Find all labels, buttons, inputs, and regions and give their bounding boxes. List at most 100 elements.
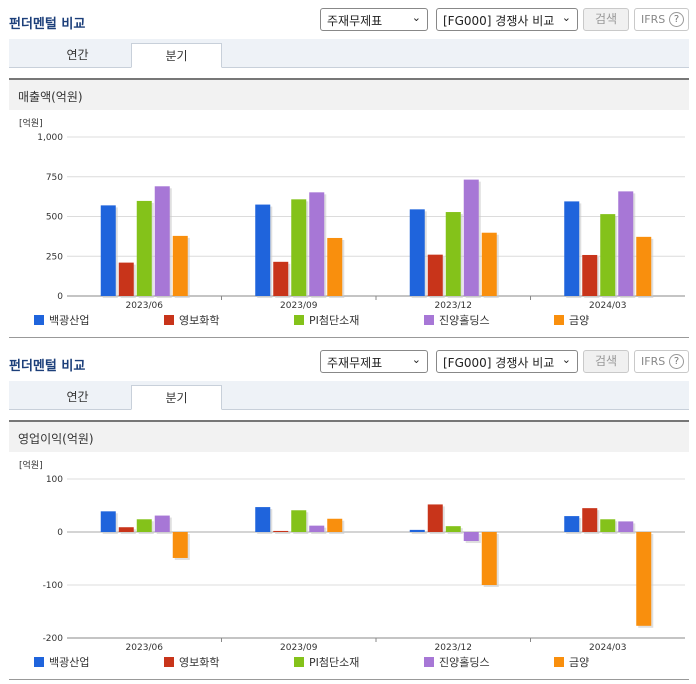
bar [409, 529, 425, 532]
x-tick-label: 2024/03 [589, 643, 626, 653]
legend-swatch [424, 657, 434, 667]
y-tick-label: 100 [46, 475, 63, 485]
legend-swatch [294, 657, 304, 667]
y-tick-label: -200 [43, 634, 64, 644]
tab-quarterly[interactable]: 분기 [131, 385, 222, 410]
ifrs-label: IFRS [641, 355, 666, 368]
bar [618, 191, 634, 296]
x-tick-label: 2023/06 [126, 301, 164, 311]
legend-label: 금양 [569, 314, 589, 327]
bar [427, 504, 443, 532]
y-tick-label: 500 [46, 213, 63, 223]
sales-comparison-panel: 펀더멘털 비교 주재무제표 ⌄ [FG000] 경쟁사 비교 ⌄ 검색 IFRS… [0, 0, 696, 338]
bar [463, 532, 479, 542]
y-tick-label: 0 [57, 292, 63, 302]
legend-label: 금양 [569, 656, 589, 669]
bar [291, 510, 307, 532]
legend-label: 영보화학 [179, 656, 219, 669]
period-tabs: 연간 분기 [9, 381, 689, 410]
period-tabs: 연간 분기 [9, 39, 689, 68]
panel-header: 펀더멘털 비교 주재무제표 ⌄ [FG000] 경쟁사 비교 ⌄ 검색 IFRS… [0, 0, 696, 40]
search-button[interactable]: 검색 [583, 8, 629, 31]
legend-swatch [34, 315, 44, 325]
bar [463, 179, 479, 296]
peer-group-select[interactable]: [FG000] 경쟁사 비교 ⌄ [436, 350, 578, 373]
tab-annual[interactable]: 연간 [66, 48, 89, 62]
sales-chart-svg: [억원] 1,000 750 500 250 0 2023/06 2023/09 2023/12… [19, 117, 685, 327]
bar [327, 237, 343, 296]
statement-type-select[interactable]: 주재무제표 ⌄ [320, 350, 428, 373]
bar [100, 511, 116, 532]
legend-label: 진양홀딩스 [439, 314, 490, 327]
statement-type-value: 주재무제표 [327, 14, 383, 28]
y-tick-label: 1,000 [37, 133, 63, 143]
metric-header: 영업이익(억원) [9, 420, 689, 452]
legend-swatch [554, 315, 564, 325]
legend-label: PI첨단소재 [309, 656, 359, 669]
peer-group-value: [FG000] 경쟁사 비교 [443, 14, 555, 28]
peer-group-select[interactable]: [FG000] 경쟁사 비교 ⌄ [436, 8, 578, 31]
bar [309, 525, 325, 532]
legend-label: 백광산업 [49, 314, 89, 327]
sales-chart: [억원] 1,000 750 500 250 0 2023/06 2023/09 2023/12… [9, 110, 689, 338]
legend-swatch [164, 657, 174, 667]
bar [136, 200, 152, 296]
bar-shadow [275, 532, 291, 534]
question-icon: ? [669, 12, 684, 27]
legend-label: 영보화학 [179, 314, 219, 327]
bar [291, 199, 307, 296]
chevron-down-icon: ⌄ [561, 353, 571, 366]
panel-title: 펀더멘털 비교 [9, 359, 86, 374]
bar [118, 262, 134, 296]
bar [100, 205, 116, 296]
x-tick-label: 2023/09 [280, 301, 318, 311]
ifrs-help-button[interactable]: IFRS ? [634, 350, 689, 373]
search-button[interactable]: 검색 [583, 350, 629, 373]
bar [154, 515, 170, 532]
tab-annual[interactable]: 연간 [66, 390, 89, 404]
bar [118, 527, 134, 532]
legend-swatch [34, 657, 44, 667]
divider [9, 679, 689, 680]
bar [409, 209, 425, 296]
bar [309, 192, 325, 296]
tab-quarterly[interactable]: 분기 [131, 43, 222, 68]
bar-shadow [411, 531, 427, 534]
operating-profit-panel: 펀더멘털 비교 주재무제표 ⌄ [FG000] 경쟁사 비교 ⌄ 검색 IFRS… [0, 342, 696, 684]
bar [582, 508, 598, 532]
x-tick-label: 2023/06 [126, 643, 164, 653]
bar [255, 507, 271, 532]
statement-type-select[interactable]: 주재무제표 ⌄ [320, 8, 428, 31]
bar [600, 519, 616, 532]
ifrs-help-button[interactable]: IFRS ? [634, 8, 689, 31]
bar [564, 516, 580, 532]
y-tick-label: 0 [57, 528, 63, 538]
x-tick-label: 2023/12 [435, 301, 472, 311]
bar [273, 261, 289, 296]
bar [172, 235, 188, 296]
bar [172, 532, 188, 558]
bar [636, 236, 652, 296]
metric-label: 영업이익(억원) [18, 432, 94, 446]
metric-header: 매출액(억원) [9, 78, 689, 110]
bar [564, 201, 580, 296]
operating-profit-chart: [억원] 100 0 -100 -200 2023/06 2023/09 2023/12 202… [9, 452, 689, 680]
legend-swatch [554, 657, 564, 667]
bar [636, 532, 652, 626]
y-unit-label: [억원] [19, 117, 43, 129]
peer-group-value: [FG000] 경쟁사 비교 [443, 356, 555, 370]
divider [9, 337, 689, 338]
panel-header: 펀더멘털 비교 주재무제표 ⌄ [FG000] 경쟁사 비교 ⌄ 검색 IFRS… [0, 342, 696, 382]
bar [618, 521, 634, 532]
bar [481, 232, 497, 296]
x-tick-label: 2024/03 [589, 301, 626, 311]
question-icon: ? [669, 354, 684, 369]
bar [273, 530, 289, 532]
legend-swatch [424, 315, 434, 325]
chevron-down-icon: ⌄ [411, 353, 421, 366]
bar [445, 526, 461, 532]
x-tick-label: 2023/12 [435, 643, 472, 653]
y-tick-label: 750 [46, 173, 63, 183]
y-tick-label: 250 [46, 252, 63, 262]
ifrs-label: IFRS [641, 13, 666, 26]
